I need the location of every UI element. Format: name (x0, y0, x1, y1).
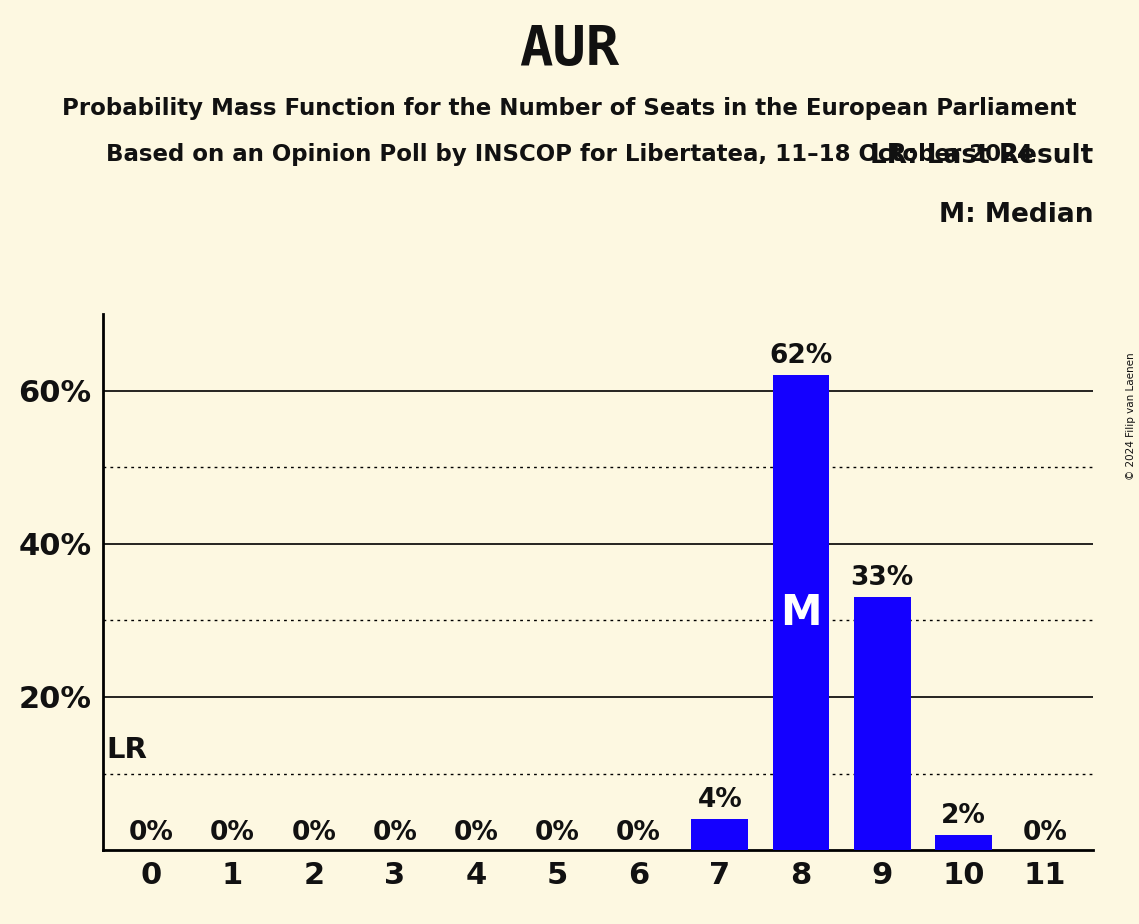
Text: 4%: 4% (697, 787, 743, 813)
Text: Based on an Opinion Poll by INSCOP for Libertatea, 11–18 October 2024: Based on an Opinion Poll by INSCOP for L… (106, 143, 1033, 166)
Text: 0%: 0% (453, 821, 499, 846)
Text: AUR: AUR (519, 23, 620, 76)
Bar (935, 834, 992, 850)
Text: 0%: 0% (1023, 821, 1067, 846)
Text: LR: LR (107, 736, 147, 764)
Text: M: M (780, 591, 821, 634)
Bar (772, 375, 829, 850)
Text: LR: Last Result: LR: Last Result (870, 142, 1093, 169)
Text: 0%: 0% (372, 821, 417, 846)
Text: 0%: 0% (616, 821, 661, 846)
Text: 2%: 2% (941, 803, 986, 829)
Text: M: Median: M: Median (939, 201, 1093, 227)
Bar (854, 598, 911, 850)
Text: 33%: 33% (851, 565, 913, 591)
Text: 0%: 0% (535, 821, 580, 846)
Bar (691, 820, 748, 850)
Text: 62%: 62% (770, 344, 833, 370)
Text: Probability Mass Function for the Number of Seats in the European Parliament: Probability Mass Function for the Number… (63, 97, 1076, 120)
Text: 0%: 0% (292, 821, 336, 846)
Text: 0%: 0% (129, 821, 173, 846)
Text: © 2024 Filip van Laenen: © 2024 Filip van Laenen (1126, 352, 1136, 480)
Text: 0%: 0% (210, 821, 255, 846)
